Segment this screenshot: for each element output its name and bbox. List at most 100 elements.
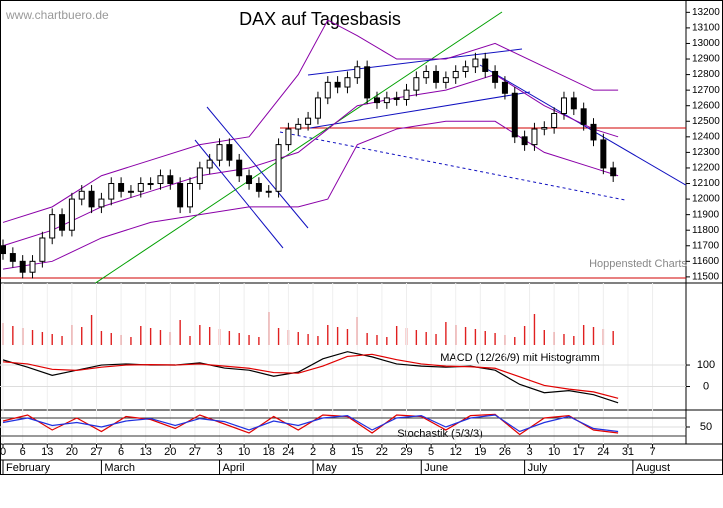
month-label: May <box>316 462 337 474</box>
bollinger-band <box>2 19 619 223</box>
volume-bar <box>464 327 467 345</box>
candle-body <box>68 198 75 231</box>
volume-bar <box>543 330 545 345</box>
chart-title: DAX auf Tagesbasis <box>239 9 401 29</box>
candle-body <box>186 183 193 208</box>
y-tick-label: 11700 <box>692 240 720 251</box>
trend-line <box>206 106 309 229</box>
candle-body <box>472 58 479 68</box>
y-tick-label: 12000 <box>692 194 720 205</box>
volume-bar <box>592 327 595 345</box>
volume-bar <box>208 327 211 345</box>
candle-body <box>265 190 272 193</box>
volume-bar <box>228 331 231 345</box>
indicator-line <box>2 353 619 399</box>
candle-body <box>305 117 312 125</box>
y-tick-label: 12200 <box>692 163 720 174</box>
candle-body <box>393 97 400 100</box>
x-tick-label: 0 <box>0 446 6 458</box>
candle-body <box>206 159 213 169</box>
candle-body <box>196 167 203 185</box>
y-tick-label: 100 <box>697 359 715 371</box>
x-tick-label: 2 <box>310 446 316 458</box>
candle-body <box>344 77 351 88</box>
y-tick-label: 11600 <box>692 256 720 267</box>
indicator-line <box>2 413 619 436</box>
candle-body <box>167 175 174 185</box>
candle-body <box>570 97 577 110</box>
candle-body <box>600 139 607 169</box>
x-tick-label: 24 <box>597 446 609 458</box>
candle-body <box>127 190 134 193</box>
candle-body <box>255 183 262 192</box>
y-tick-label: 50 <box>700 421 712 433</box>
trend-line <box>479 64 686 186</box>
candle-body <box>216 144 223 161</box>
candle-body <box>39 237 46 262</box>
candle-body <box>59 214 66 231</box>
volume-bar <box>494 333 496 345</box>
candle-body <box>560 97 567 114</box>
candle-body <box>373 97 380 104</box>
volume-bar <box>336 327 339 345</box>
volume-bar <box>12 326 14 345</box>
y-tick-label: 12500 <box>692 116 720 127</box>
candle-body <box>19 260 26 273</box>
volume-bar <box>258 337 260 345</box>
trend-line <box>279 131 626 201</box>
volume-bar <box>199 325 201 345</box>
month-label: April <box>223 462 245 474</box>
y-tick-label: 12800 <box>692 69 720 80</box>
candle-body <box>334 81 341 88</box>
volume-bar <box>179 320 181 345</box>
x-tick-label: 20 <box>164 446 176 458</box>
volume-bar <box>110 333 112 345</box>
candle-body <box>531 128 538 146</box>
candle-body <box>147 183 154 186</box>
y-tick-label: 12600 <box>692 100 720 111</box>
volume-bar <box>140 326 142 345</box>
x-tick-label: 26 <box>499 446 511 458</box>
trend-lines <box>0 11 686 283</box>
candle-body <box>9 253 16 262</box>
y-tick-label: 11500 <box>692 272 720 283</box>
x-tick-label: 3 <box>526 446 532 458</box>
x-tick-label: 20 <box>66 446 78 458</box>
volume-bar <box>474 329 477 345</box>
frame <box>0 0 723 475</box>
volume-bar <box>277 328 280 345</box>
x-tick-label: 27 <box>90 446 102 458</box>
candle-body <box>383 97 390 104</box>
volume-bar <box>317 336 319 345</box>
volume-bar <box>248 335 250 345</box>
candle-body <box>541 126 548 130</box>
volume-bar <box>297 332 299 345</box>
panel-title: Stochastik (5/3/3) <box>397 428 483 440</box>
candle-body <box>452 70 459 79</box>
volume-bar <box>484 331 486 345</box>
candle-body <box>137 183 144 192</box>
x-tick-label: 7 <box>649 446 655 458</box>
x-tick-label: 27 <box>189 446 201 458</box>
candle-body <box>413 77 420 91</box>
candle-body <box>275 144 282 192</box>
volume-bar <box>376 335 378 345</box>
candle-body <box>433 70 440 83</box>
volume-bar <box>81 327 83 345</box>
candle-body <box>482 58 489 72</box>
candle-body <box>226 144 233 161</box>
volume-bar <box>61 336 63 345</box>
x-tick-label: 3 <box>216 446 222 458</box>
volume-bar <box>100 331 103 345</box>
x-tick-label: 19 <box>474 446 486 458</box>
source-label: Hoppenstedt Charts <box>589 258 687 270</box>
indicator-line <box>2 351 619 404</box>
y-tick-label: 13000 <box>692 38 720 49</box>
volume-bar <box>523 326 526 345</box>
volume-bar <box>445 322 447 345</box>
candle-body <box>501 81 508 94</box>
candle-body <box>551 112 558 128</box>
volume-bar <box>514 337 516 345</box>
month-label: June <box>424 462 448 474</box>
candle-body <box>108 183 115 200</box>
